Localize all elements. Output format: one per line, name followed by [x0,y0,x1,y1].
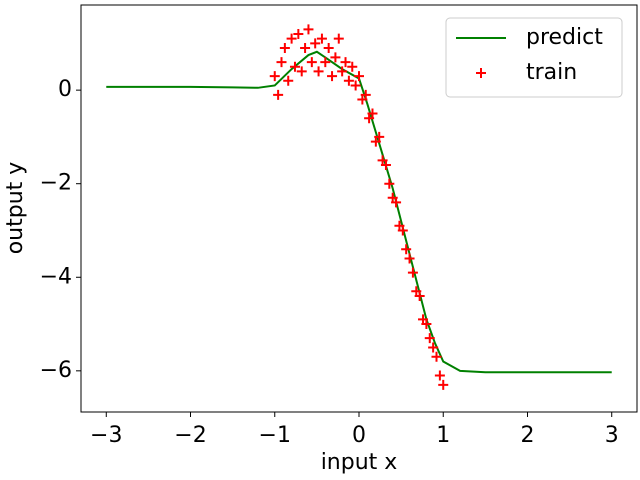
train-point [438,379,449,390]
train-point [343,75,354,86]
train-point [293,29,304,40]
train-point [407,267,418,278]
train-point [276,57,287,68]
train-point [428,342,439,353]
train-point [380,159,391,170]
x-tick-label: −3 [90,423,122,448]
y-axis-label: output y [3,162,28,255]
train-point [279,43,290,54]
y-tick-label: 0 [58,77,72,102]
train-point [296,66,307,77]
legend-label: predict [526,25,603,50]
train-point [431,351,442,362]
train-point [401,244,412,255]
train-point [404,253,415,264]
train-point [316,33,327,44]
x-tick-label: −2 [174,423,206,448]
x-tick-label: 0 [352,423,366,448]
train-point [414,290,425,301]
y-tick-label: −4 [40,264,72,289]
train-point [367,108,378,119]
plot-frame [80,4,638,413]
x-tick-label: 3 [605,423,619,448]
y-tick-label: −6 [40,358,72,383]
train-point [391,197,402,208]
train-point [337,66,348,77]
train-point [289,61,300,72]
x-tick-label: 2 [520,423,534,448]
train-point [397,225,408,236]
train-point [273,89,284,100]
train-point [350,80,361,91]
legend-marker [476,68,486,78]
train-point [327,71,338,82]
train-point [303,24,314,35]
x-tick-label: 1 [436,423,450,448]
train-point [360,89,371,100]
train-point [333,33,344,44]
train-point [347,61,358,72]
train-point [434,370,445,381]
train-point [283,75,294,86]
train-point [323,43,334,54]
train-point [306,57,317,68]
train-point [310,38,321,49]
legend-label: train [526,60,577,85]
train-point [286,33,297,44]
train-point [320,57,331,68]
train-point [354,71,364,82]
train-point [374,131,385,142]
y-tick-label: −2 [40,171,72,196]
x-axis-label: input x [321,450,398,475]
train-point [421,319,432,330]
train-point [300,43,311,54]
train-point [340,57,351,68]
train-point [269,71,280,82]
train-point [384,178,395,189]
train-point [330,52,341,63]
x-tick-label: −1 [259,423,291,448]
predict-line [106,50,612,374]
train-point [424,333,435,344]
train-point [313,66,324,77]
